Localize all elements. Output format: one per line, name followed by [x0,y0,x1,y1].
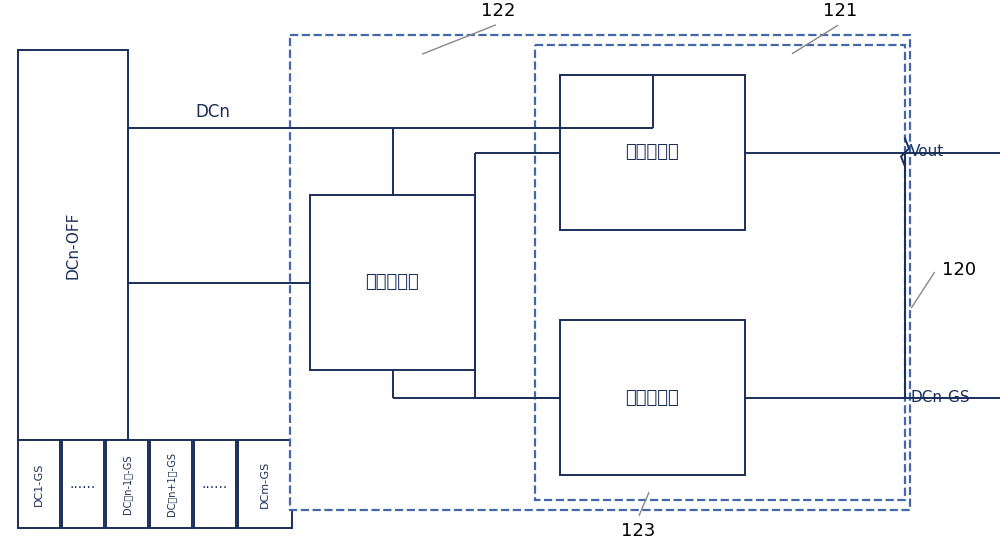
Bar [18,50,128,440]
Text: 控制子单元: 控制子单元 [626,388,679,406]
Text: ......: ...... [202,477,228,491]
Text: 121: 121 [823,2,857,20]
Bar [535,45,905,500]
Bar [194,440,236,528]
Text: 120: 120 [942,261,976,279]
Text: DC（n+1）-GS: DC（n+1）-GS [166,452,176,516]
Bar [150,440,192,528]
Text: DCn-GS: DCn-GS [910,391,970,406]
Text: DC（n-1）-GS: DC（n-1）-GS [122,454,132,514]
Text: ......: ...... [70,477,96,491]
Bar [238,440,292,528]
Bar [560,75,745,230]
Text: DCm-GS: DCm-GS [260,460,270,507]
Text: 开关子单元: 开关子单元 [626,143,679,162]
Text: 123: 123 [621,522,655,540]
Text: DC1-GS: DC1-GS [34,463,44,506]
Text: 驱动子单元: 驱动子单元 [366,274,419,292]
Bar [62,440,104,528]
Bar [106,440,148,528]
Bar [560,320,745,475]
Bar [310,195,475,370]
Text: Vout: Vout [910,144,944,160]
Bar [290,35,910,510]
Text: DCn-OFF: DCn-OFF [66,212,80,279]
Text: 122: 122 [481,2,515,20]
Bar [18,440,60,528]
Text: DCn: DCn [195,103,230,121]
